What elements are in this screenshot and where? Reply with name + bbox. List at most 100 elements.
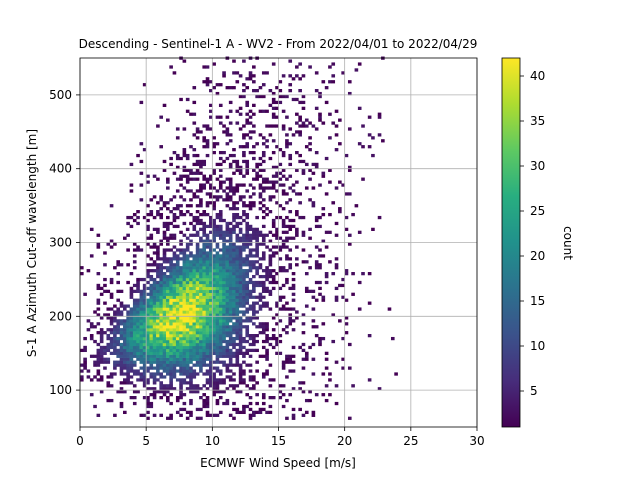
heatmap-cell: [132, 351, 137, 355]
heatmap-cell: [268, 342, 273, 347]
heatmap-cell: [268, 180, 273, 184]
heatmap-cell: [248, 378, 253, 382]
heatmap-cell: [265, 269, 269, 273]
heatmap-cell: [212, 384, 216, 388]
heatmap-cell: [185, 254, 190, 258]
heatmap-cell: [271, 396, 276, 400]
heatmap-cell: [129, 345, 134, 350]
heatmap-cell: [232, 354, 236, 358]
heatmap-cell: [334, 257, 339, 261]
heatmap-cell: [146, 263, 150, 267]
heatmap-cell: [175, 339, 180, 344]
heatmap-cell: [159, 366, 164, 370]
heatmap-cell: [129, 307, 134, 311]
y-tick: 400: [49, 162, 80, 176]
heatmap-cell: [139, 159, 144, 164]
heatmap-cell: [225, 221, 230, 226]
heatmap-cell: [152, 336, 157, 341]
heatmap-cell: [209, 269, 213, 273]
heatmap-cell: [136, 328, 140, 332]
heatmap-cell: [192, 345, 197, 350]
heatmap-cell: [209, 272, 213, 276]
heatmap-cell: [189, 366, 193, 370]
heatmap-cell: [268, 307, 273, 311]
heatmap-cell: [258, 156, 263, 161]
heatmap-cell: [109, 316, 114, 320]
heatmap-cell: [209, 319, 213, 323]
heatmap-cell: [265, 369, 269, 373]
heatmap-cell: [258, 257, 263, 261]
heatmap-cell: [271, 97, 276, 102]
heatmap-cell: [205, 319, 210, 323]
heatmap-cell: [255, 316, 259, 320]
heatmap-cell: [225, 369, 230, 373]
heatmap-cell: [281, 153, 286, 158]
heatmap-cell: [205, 369, 210, 373]
heatmap-cell: [235, 260, 240, 264]
heatmap-cell: [324, 192, 329, 196]
heatmap-cell: [126, 313, 130, 317]
heatmap-cell: [162, 295, 167, 299]
heatmap-cell: [159, 301, 164, 305]
heatmap-cell: [205, 280, 210, 285]
heatmap-cell: [212, 393, 216, 397]
heatmap-cell: [291, 277, 296, 282]
heatmap-cell: [255, 272, 259, 276]
heatmap-cell: [209, 257, 213, 261]
heatmap-cell: [225, 292, 230, 296]
heatmap-cell: [295, 263, 299, 267]
heatmap-cell: [278, 94, 283, 99]
heatmap-cell: [225, 289, 230, 293]
heatmap-cell: [248, 263, 253, 267]
heatmap-cell: [192, 153, 197, 158]
heatmap-cell: [185, 277, 190, 282]
heatmap-cell: [172, 263, 177, 267]
heatmap-cell: [228, 348, 233, 353]
heatmap-cell: [331, 272, 336, 276]
heatmap-cell: [218, 121, 223, 125]
heatmap-cell: [285, 360, 289, 364]
heatmap-cell: [215, 342, 220, 347]
heatmap-cell: [281, 266, 286, 270]
heatmap-cell: [202, 289, 207, 293]
heatmap-cell: [212, 230, 216, 234]
heatmap-cell: [238, 168, 243, 172]
heatmap-cell: [291, 328, 296, 332]
heatmap-cell: [202, 298, 207, 302]
heatmap-cell: [103, 351, 107, 355]
heatmap-cell: [199, 212, 203, 217]
heatmap-cell: [225, 301, 230, 305]
heatmap-cell: [132, 310, 137, 314]
heatmap-cell: [205, 404, 210, 409]
heatmap-cell: [255, 162, 259, 167]
heatmap-cell: [192, 372, 197, 376]
heatmap-cell: [242, 274, 246, 279]
heatmap-cell: [123, 345, 127, 350]
heatmap-cell: [242, 295, 246, 299]
heatmap-cell: [119, 301, 124, 305]
heatmap-cell: [328, 393, 332, 397]
heatmap-cell: [202, 221, 207, 226]
heatmap-cell: [123, 381, 127, 385]
heatmap-cell: [156, 310, 160, 314]
heatmap-cell: [222, 339, 226, 344]
heatmap-cell: [278, 171, 283, 175]
heatmap-cell: [304, 124, 309, 128]
heatmap-cell: [169, 387, 173, 391]
heatmap-cell: [152, 360, 157, 364]
heatmap-cell: [202, 65, 207, 69]
heatmap-cell: [195, 210, 200, 214]
heatmap-cell: [199, 348, 203, 353]
heatmap-cell: [182, 301, 187, 305]
heatmap-cell: [218, 210, 223, 214]
heatmap-cell: [228, 316, 233, 320]
heatmap-cell: [205, 266, 210, 270]
heatmap-cell: [275, 351, 279, 355]
heatmap-cell: [166, 334, 170, 338]
heatmap-cell: [212, 150, 216, 155]
heatmap-cell: [152, 277, 157, 282]
heatmap-cell: [123, 360, 127, 364]
heatmap-cell: [265, 272, 269, 276]
heatmap-cell: [126, 316, 130, 320]
heatmap-cell: [304, 289, 309, 293]
